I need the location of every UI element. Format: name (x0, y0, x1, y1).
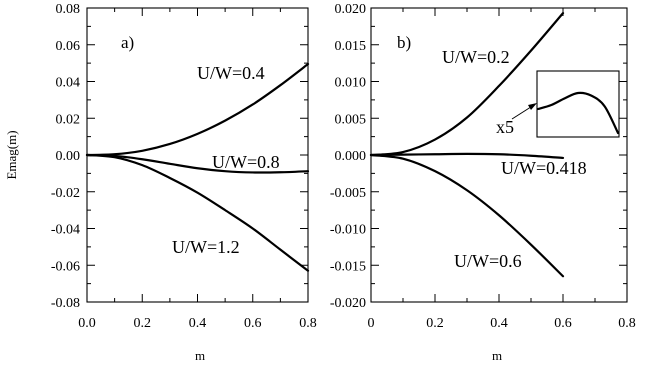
x-tick-label: 0.6 (244, 316, 262, 331)
x-tick-label: 0.8 (299, 316, 317, 331)
y-tick-label: -0.020 (330, 296, 366, 311)
series-label: U/W=0.4 (197, 63, 265, 83)
inset-curve (536, 91, 620, 135)
inset-frame (536, 70, 620, 138)
panel-b: 0 0.2 0.4 0.6 0.8 0.020 0.015 0.010 0.005 0.000 -0… (330, 2, 636, 363)
x-tick-label: 0.8 (618, 316, 636, 331)
y-tick-label: 0.015 (335, 39, 367, 54)
x-tick-label: 0.2 (426, 316, 444, 331)
panel-a: 0.0 0.2 0.4 0.6 0.8 0.08 0.06 0.04 0.02 0.00 -0.02… (4, 2, 317, 363)
y-tick-label: 0.00 (56, 149, 81, 164)
x-tick-label: 0 (368, 316, 375, 331)
panel-label: b) (397, 33, 411, 52)
y-tick-label: -0.08 (51, 296, 80, 311)
series-line-2 (85, 153, 310, 174)
y-tick-label: -0.005 (330, 186, 366, 201)
x-tick-label: 0.6 (554, 316, 572, 331)
y-tick-label: 0.06 (56, 39, 81, 54)
series-line-1 (85, 62, 310, 157)
series-line-2 (369, 152, 565, 160)
y-tick-label: 0.000 (335, 149, 367, 164)
x-tick-label: 0.4 (490, 316, 508, 331)
x-tick-label: 0.4 (189, 316, 207, 331)
series-label: U/W=0.418 (501, 158, 587, 178)
y-tick-label: -0.06 (51, 259, 80, 274)
y-tick-label: 0.020 (335, 2, 367, 17)
series-label: U/W=0.8 (212, 152, 280, 172)
series-line-3 (85, 153, 310, 272)
x-tick-label: 0.2 (134, 316, 152, 331)
series-line-3 (369, 153, 565, 278)
y-tick-label: -0.04 (51, 223, 80, 238)
series-label: U/W=1.2 (172, 237, 240, 257)
y-tick-label: -0.010 (330, 223, 366, 238)
series-label: U/W=0.2 (442, 47, 510, 67)
y-tick-label: -0.02 (51, 186, 80, 201)
y-tick-label: 0.02 (56, 112, 81, 127)
inset-arrow-head (528, 103, 537, 110)
x-axis-title: m (195, 348, 205, 363)
y-tick-label: 0.08 (56, 2, 81, 17)
x-tick-label: 0.0 (78, 316, 96, 331)
panel-label: a) (121, 33, 134, 52)
y-tick-label: -0.015 (330, 259, 366, 274)
y-axis-title: Emag(m) (4, 130, 19, 179)
inset-scale-label: x5 (496, 117, 514, 137)
y-tick-label: 0.010 (335, 76, 367, 91)
series-label: U/W=0.6 (454, 251, 522, 271)
y-tick-label: 0.04 (56, 76, 81, 91)
x-axis-title: m (492, 348, 502, 363)
series-line-1 (369, 12, 565, 157)
y-tick-label: 0.005 (335, 112, 367, 127)
